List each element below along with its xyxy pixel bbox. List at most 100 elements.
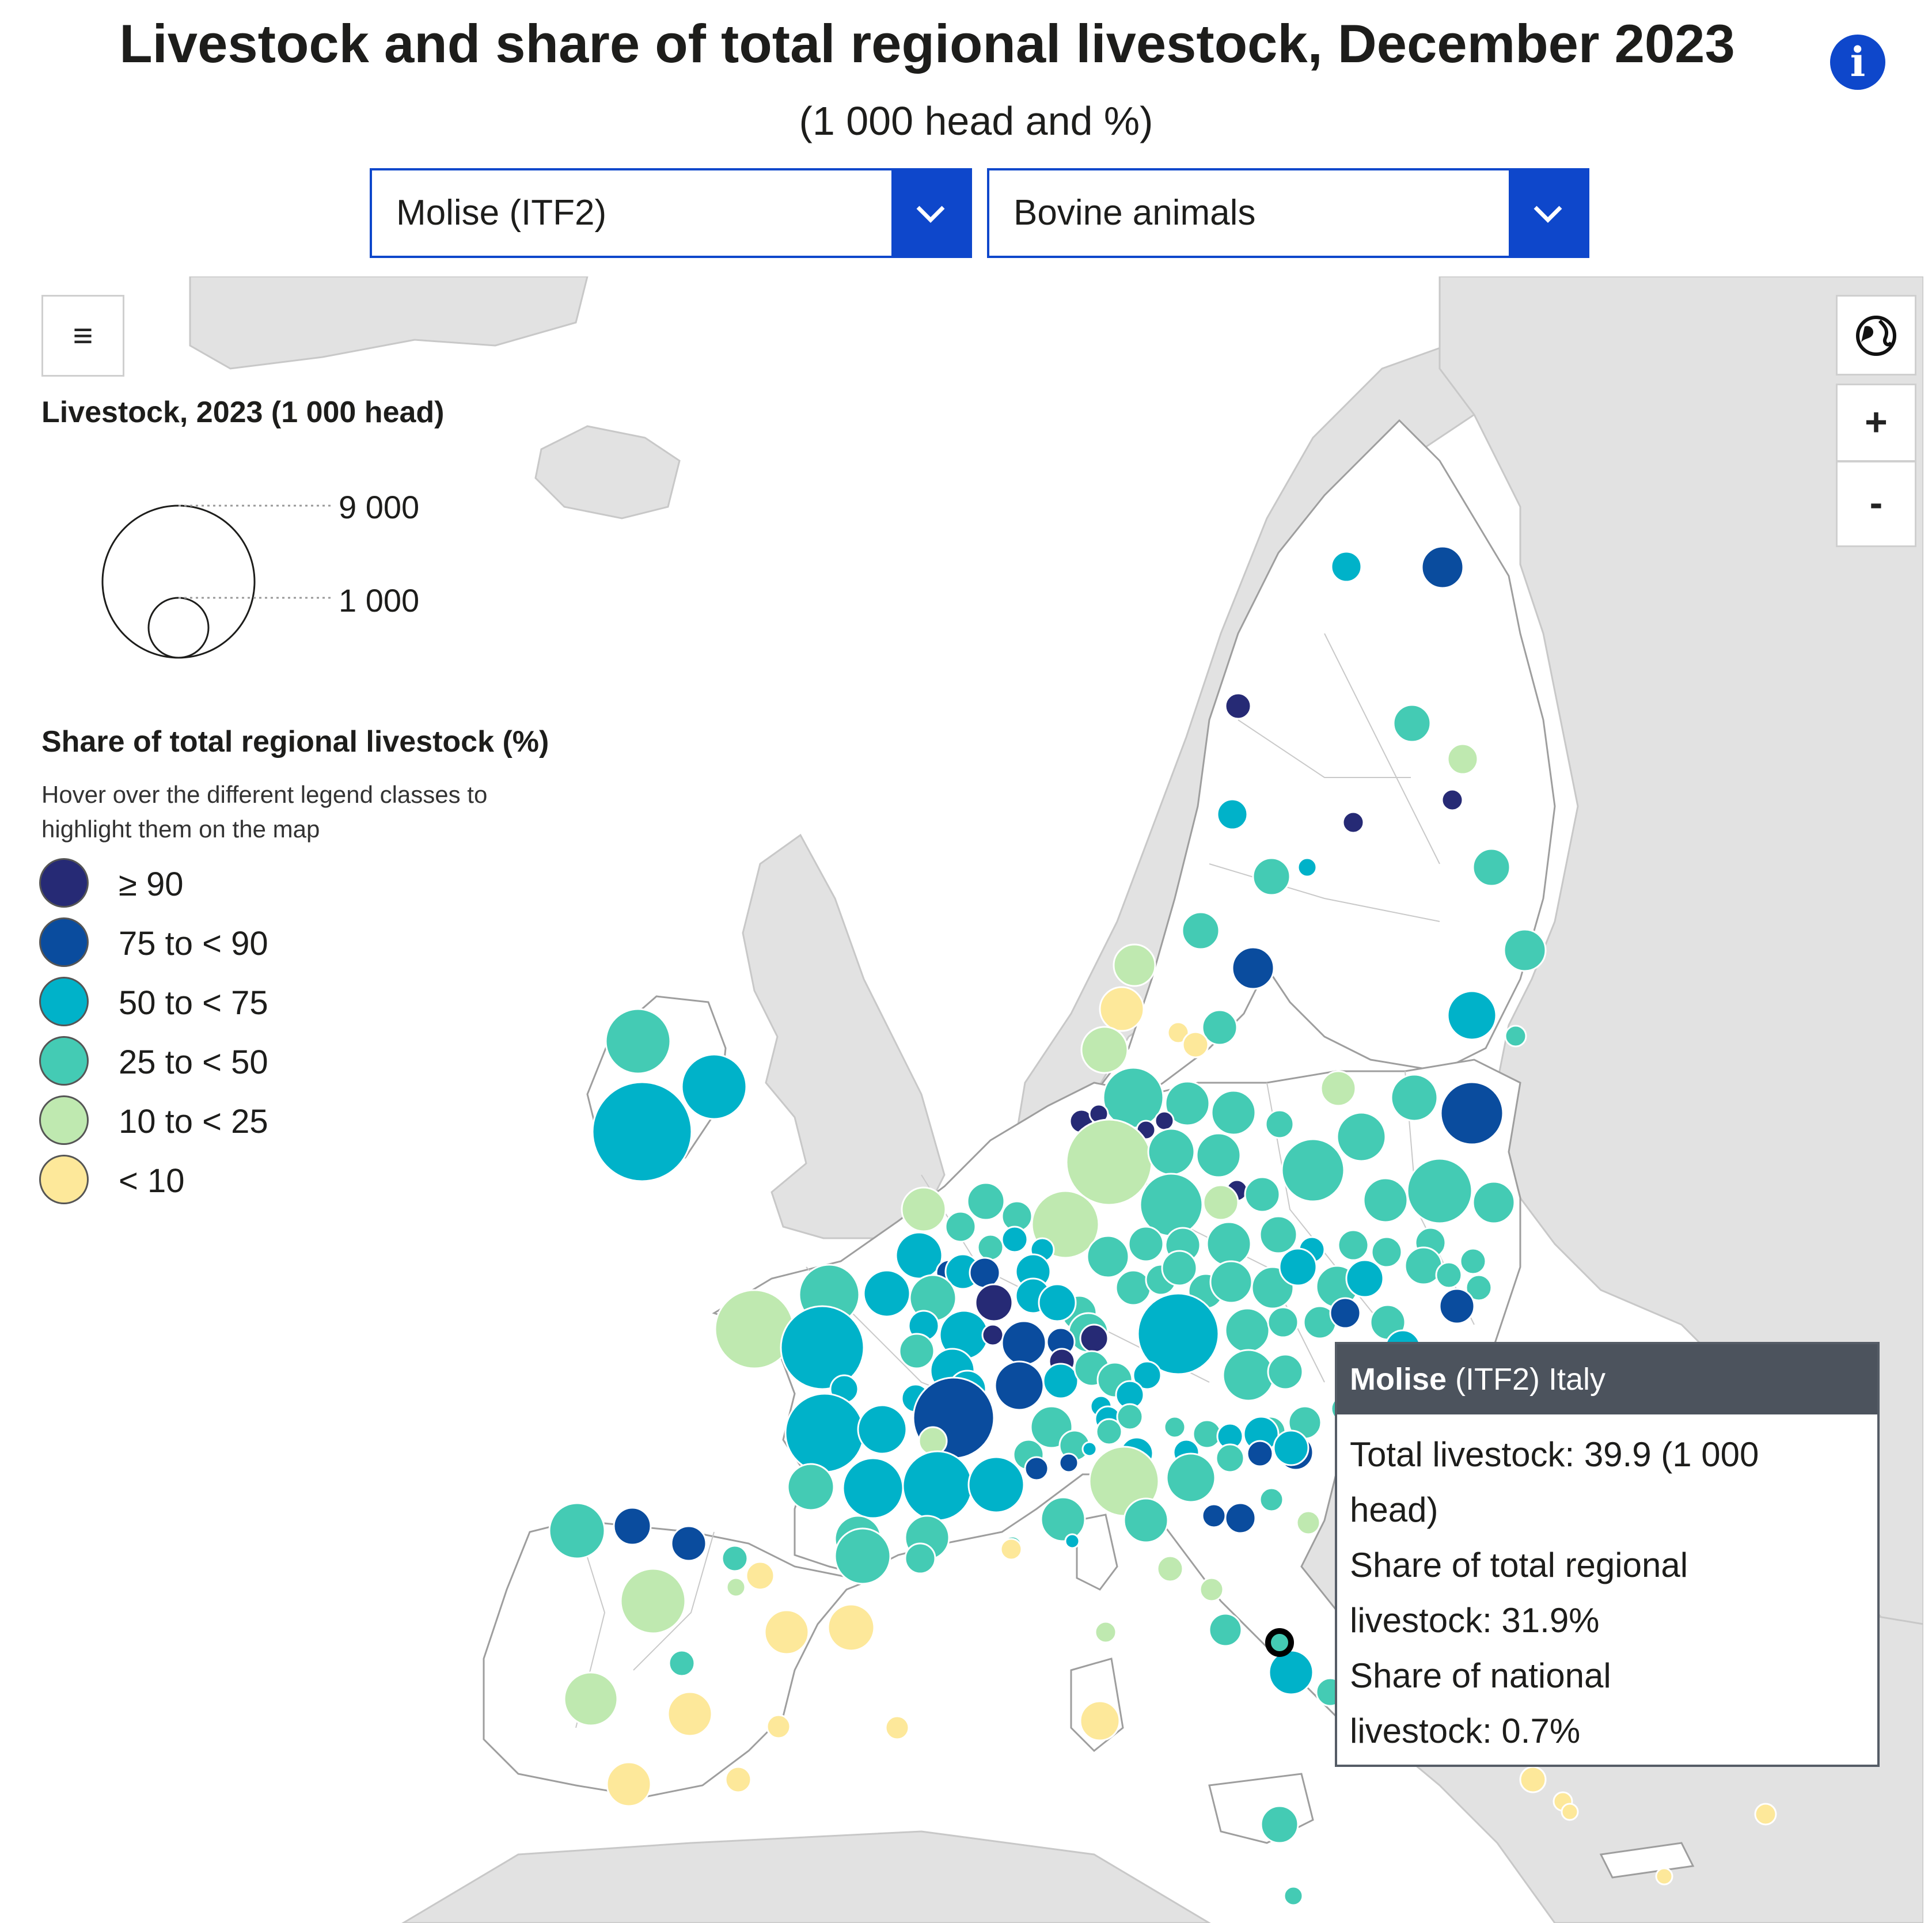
region-bubble[interactable] [1267,1306,1299,1338]
region-bubble[interactable] [1371,1236,1403,1268]
region-bubble[interactable] [1210,1090,1257,1136]
region-bubble[interactable] [1215,1443,1245,1473]
region-bubble[interactable] [1224,692,1252,720]
region-bubble[interactable] [1081,1441,1098,1457]
region-bubble[interactable] [1224,1307,1270,1353]
region-bubble[interactable] [1244,1176,1281,1213]
region-bubble[interactable] [1459,1247,1487,1275]
region-bubble[interactable] [1147,1128,1195,1176]
region-bubble[interactable] [1199,1577,1224,1602]
region-bubble[interactable] [1182,1031,1209,1059]
region-bubble[interactable] [784,1393,865,1473]
menu-button[interactable]: ≡ [41,295,124,377]
region-bubble[interactable] [1438,1288,1475,1325]
region-bubble[interactable] [1000,1538,1023,1561]
region-bubble[interactable] [605,1008,671,1075]
region-bubble[interactable] [1038,1283,1077,1322]
region-bubble[interactable] [1246,1440,1274,1467]
region-bubble[interactable] [1252,857,1291,896]
legend-class-swatch[interactable] [39,1095,89,1145]
globe-button[interactable] [1836,295,1916,376]
region-bubble[interactable] [1260,1805,1299,1844]
region-bubble[interactable] [901,1186,947,1232]
region-bubble[interactable] [1201,1503,1227,1528]
region-bubble[interactable] [1079,1700,1121,1742]
animal-select[interactable]: Bovine animals [987,168,1589,258]
region-bubble[interactable] [787,1463,835,1511]
region-bubble[interactable] [842,1457,904,1519]
region-bubble[interactable] [1561,1803,1579,1821]
region-bubble[interactable] [944,1211,977,1243]
region-bubble[interactable] [1337,1229,1369,1261]
region-bubble[interactable] [681,1053,747,1120]
region-bubble[interactable] [1164,1080,1210,1127]
region-bubble[interactable] [606,1761,652,1807]
region-bubble[interactable] [1161,1250,1198,1287]
zoom-out-button[interactable]: - [1836,461,1916,547]
region-bubble[interactable] [667,1691,713,1737]
region-bubble[interactable] [1441,788,1464,811]
region-bubble[interactable] [1296,1510,1321,1535]
region-bubble[interactable] [1281,1138,1345,1203]
region-bubble[interactable] [1137,1292,1220,1375]
legend-class-label[interactable]: < 10 [119,1162,185,1200]
region-bubble[interactable] [898,1333,935,1370]
region-bubble[interactable] [1267,1353,1304,1390]
legend-class-label[interactable]: 50 to < 75 [119,984,268,1022]
region-bubble[interactable] [726,1577,746,1598]
region-bubble[interactable] [745,1561,775,1591]
region-bubble[interactable] [1208,1613,1243,1647]
legend-class-swatch[interactable] [39,977,89,1026]
region-bubble[interactable] [966,1182,1005,1221]
region-bubble[interactable] [1079,1323,1109,1353]
region-bubble[interactable] [1504,1025,1527,1048]
animal-select-button[interactable] [1509,170,1587,256]
zoom-in-button[interactable]: + [1836,384,1916,462]
region-bubble[interactable] [1206,1221,1252,1267]
region-bubble[interactable] [1156,1555,1184,1583]
region-bubble[interactable] [902,1450,973,1522]
region-bubble[interactable] [1166,1452,1216,1503]
region-bubble[interactable] [1116,1403,1144,1431]
region-bubbles[interactable] [548,545,1777,1906]
region-bubble[interactable] [1392,704,1432,743]
region-bubble[interactable] [721,1545,749,1572]
region-bubble[interactable] [668,1649,696,1677]
legend-class-label[interactable]: 75 to < 90 [119,925,268,962]
region-bubble[interactable] [1754,1803,1777,1826]
region-bubble[interactable] [1390,1074,1438,1122]
region-bubble[interactable] [1086,1235,1130,1279]
region-bubble[interactable] [1231,946,1275,990]
region-bubble[interactable] [1519,1766,1547,1793]
molise-marker[interactable] [1265,1628,1294,1657]
region-bubble[interactable] [1163,1416,1186,1439]
region-bubble[interactable] [977,1234,1004,1261]
region-bubble[interactable] [974,1283,1014,1322]
region-bubble[interactable] [780,1305,865,1390]
region-bubble[interactable] [1435,1261,1463,1289]
region-bubble[interactable] [1095,1418,1123,1446]
region-bubble[interactable] [1167,1021,1190,1044]
region-bubble[interactable] [613,1507,652,1546]
region-bubble[interactable] [981,1323,1004,1347]
region-bubble[interactable] [1268,1649,1314,1696]
region-bubble[interactable] [1195,1132,1242,1178]
region-bubble[interactable] [1336,1112,1387,1162]
region-bubble[interactable] [1278,1247,1318,1287]
region-bubble[interactable] [969,1257,1001,1289]
region-bubble[interactable] [1065,1118,1153,1206]
region-bubble[interactable] [863,1269,911,1318]
region-bubble[interactable] [1209,1260,1253,1304]
region-select[interactable]: Molise (ITF2) [370,168,972,258]
region-bubble[interactable] [1132,1360,1162,1390]
region-bubble[interactable] [885,1715,910,1740]
region-bubble[interactable] [1447,990,1497,1041]
region-select-button[interactable] [891,170,970,256]
region-bubble[interactable] [1123,1497,1169,1543]
region-bubble[interactable] [1192,1419,1222,1449]
region-bubble[interactable] [827,1603,875,1652]
region-bubble[interactable] [591,1081,693,1182]
region-bubble[interactable] [857,1404,908,1455]
region-bubble[interactable] [1115,1269,1152,1306]
region-bubble[interactable] [1330,551,1362,583]
